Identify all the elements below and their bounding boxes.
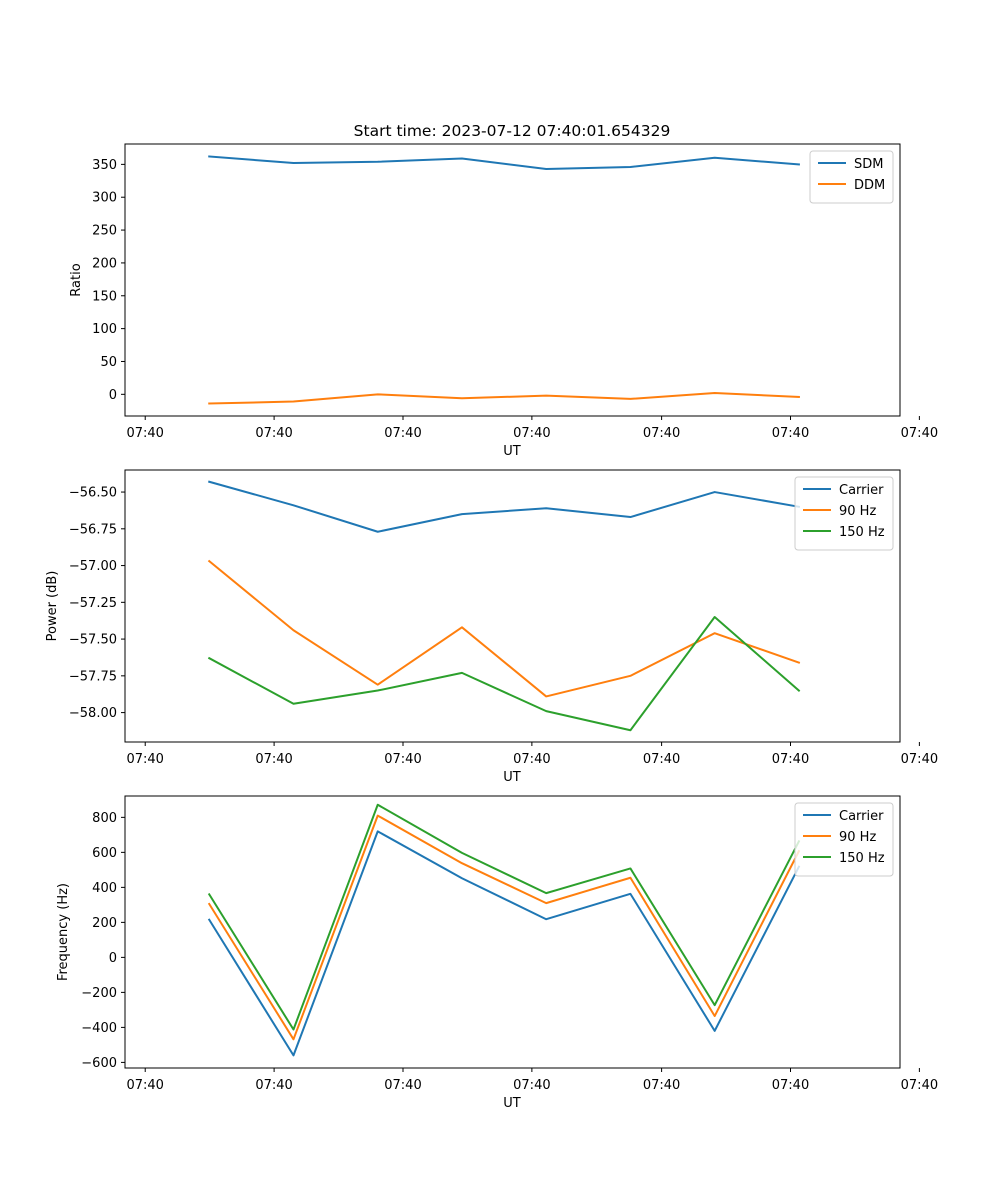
power-y-tick-label: −57.00	[69, 559, 117, 574]
ratio-series-sdm	[208, 155, 800, 170]
ratio-y-tick-label: 350	[92, 158, 117, 173]
power-y-tick-label: −58.00	[69, 706, 117, 721]
frequency-series-150-hz	[207, 803, 801, 1031]
frequency-legend-label-90-hz: 90 Hz	[839, 830, 876, 845]
frequency-x-tick-label: 07:40	[126, 1078, 163, 1093]
power-x-tick-label: 07:40	[772, 752, 809, 767]
power-y-tick-label: −57.50	[69, 633, 117, 648]
ratio-axes-frame	[124, 143, 901, 417]
ratio-y-tick-label: 300	[92, 191, 117, 206]
power-legend-label-90-hz: 90 Hz	[839, 504, 876, 519]
ratio-x-tick-label: 07:40	[126, 426, 163, 441]
ratio-legend-label-ddm: DDM	[854, 178, 885, 193]
power-x-tick-label: 07:40	[643, 752, 680, 767]
ratio-y-tick-label: 200	[92, 256, 117, 271]
power-y-tick-label: −56.75	[69, 522, 117, 537]
ratio-series-ddm	[208, 392, 800, 405]
power-legend: Carrier 90 Hz 150 Hz	[794, 476, 894, 551]
chart-title: Start time: 2023-07-12 07:40:01.654329	[354, 122, 671, 140]
ratio-x-tick-label: 07:40	[772, 426, 809, 441]
power-series-90-hz	[207, 559, 801, 698]
frequency-y-tick-label: −400	[81, 1021, 117, 1036]
frequency-y-tick-label: −200	[81, 986, 117, 1001]
power-axes-frame	[124, 469, 901, 743]
frequency-x-tick-label: 07:40	[901, 1078, 938, 1093]
frequency-legend-label-carrier: Carrier	[839, 809, 884, 824]
ratio-y-tick-label: 50	[100, 355, 117, 370]
frequency-x-tick-label: 07:40	[772, 1078, 809, 1093]
frequency-y-tick-label: 400	[92, 881, 117, 896]
power-legend-label-carrier: Carrier	[839, 483, 884, 498]
ratio-x-tick-label: 07:40	[255, 426, 292, 441]
frequency-y-tick-label: 200	[92, 916, 117, 931]
ratio-panel: 07:40 07:40 07:40 07:40 07:40 07:40 07:40 0 50 10…	[69, 143, 938, 459]
ratio-y-axis-label: Ratio	[69, 263, 84, 296]
power-y-tick-label: −57.75	[69, 669, 117, 684]
power-x-tick-label: 07:40	[901, 752, 938, 767]
power-panel: 07:40 07:40 07:40 07:40 07:40 07:40 07:40 −58.0…	[45, 469, 938, 785]
frequency-x-axis-label: UT	[503, 1096, 521, 1111]
ratio-legend: SDM DDM	[809, 150, 894, 204]
power-x-axis-label: UT	[503, 770, 521, 785]
frequency-y-tick-label: 800	[92, 811, 117, 826]
power-y-axis-label: Power (dB)	[45, 571, 60, 642]
ratio-legend-label-sdm: SDM	[854, 157, 883, 172]
frequency-y-axis-label: Frequency (Hz)	[56, 883, 71, 981]
ratio-x-tick-label: 07:40	[384, 426, 421, 441]
ratio-y-tick-label: 250	[92, 224, 117, 239]
ratio-y-tick-label: 150	[92, 289, 117, 304]
frequency-x-tick-label: 07:40	[255, 1078, 292, 1093]
frequency-series-90-hz	[207, 814, 801, 1041]
ratio-x-tick-label: 07:40	[901, 426, 938, 441]
power-x-tick-label: 07:40	[384, 752, 421, 767]
frequency-axes-frame	[124, 795, 901, 1069]
power-y-tick-label: −56.50	[69, 486, 117, 501]
power-series-150-hz	[207, 616, 801, 732]
ratio-x-tick-label: 07:40	[643, 426, 680, 441]
frequency-series-carrier	[207, 830, 801, 1057]
power-series-carrier	[208, 480, 801, 533]
power-y-tick-label: −57.25	[69, 596, 117, 611]
frequency-legend: Carrier 90 Hz 150 Hz	[794, 802, 894, 877]
ratio-y-tick-label: 0	[109, 388, 117, 403]
frequency-y-tick-label: 600	[92, 846, 117, 861]
power-x-tick-label: 07:40	[126, 752, 163, 767]
ratio-x-tick-label: 07:40	[513, 426, 550, 441]
frequency-x-tick-label: 07:40	[513, 1078, 550, 1093]
ratio-y-tick-label: 100	[92, 322, 117, 337]
frequency-x-tick-label: 07:40	[384, 1078, 421, 1093]
frequency-x-tick-label: 07:40	[643, 1078, 680, 1093]
frequency-panel: 07:40 07:40 07:40 07:40 07:40 07:40 07:40 −600 −…	[56, 795, 938, 1111]
frequency-y-tick-label: 0	[109, 951, 117, 966]
power-x-tick-label: 07:40	[513, 752, 550, 767]
power-x-tick-label: 07:40	[255, 752, 292, 767]
power-legend-label-150-hz: 150 Hz	[839, 525, 885, 540]
frequency-y-tick-label: −600	[81, 1056, 117, 1071]
ratio-x-axis-label: UT	[503, 444, 521, 459]
frequency-legend-label-150-hz: 150 Hz	[839, 851, 885, 866]
